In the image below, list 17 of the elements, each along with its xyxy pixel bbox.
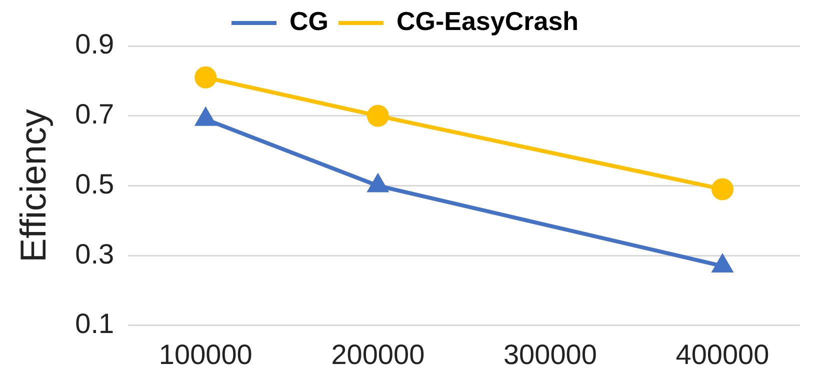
y-tick-label: 0.5 (75, 168, 114, 200)
point (194, 66, 217, 88)
point (712, 255, 732, 273)
y-tick-label: 0.9 (75, 28, 114, 60)
x-tick-label: 200000 (331, 338, 425, 370)
point (368, 174, 388, 192)
x-tick-label: 300000 (503, 338, 597, 370)
x-tick-label: 400000 (676, 338, 770, 370)
x-tick-label: 100000 (158, 338, 252, 370)
point (711, 178, 734, 200)
y-axis-title: Efficiency (12, 108, 54, 262)
y-tick-label: 0.3 (75, 238, 114, 270)
legend-label: CG-EasyCrash (396, 6, 579, 36)
point (366, 104, 389, 127)
y-tick-label: 0.7 (75, 98, 114, 130)
legend-label: CG (289, 6, 328, 36)
y-tick-label: 0.1 (75, 308, 114, 340)
